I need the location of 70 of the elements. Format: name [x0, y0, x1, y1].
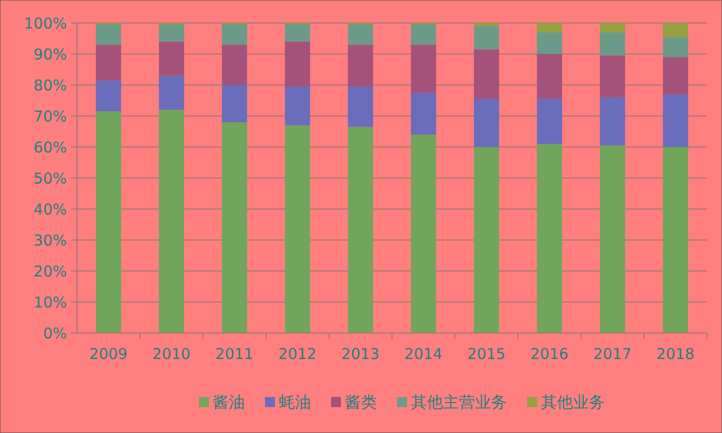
bar [222, 122, 248, 333]
legend-label: 其他主营业务 [411, 392, 507, 412]
bar [474, 98, 500, 147]
bar [536, 54, 562, 99]
bar [410, 134, 436, 333]
bar [348, 86, 374, 127]
x-tick-label: 2018 [656, 345, 695, 363]
legend-label: 酱类 [345, 392, 377, 412]
bar [284, 86, 310, 126]
bar [600, 32, 626, 56]
bar [410, 24, 436, 45]
bar [222, 24, 248, 45]
bar [284, 24, 310, 42]
bar [600, 23, 626, 32]
bar [474, 26, 500, 50]
bar [158, 76, 184, 110]
bar [600, 97, 626, 146]
y-tick-label: 50% [34, 169, 67, 188]
bar [474, 23, 500, 26]
bar [96, 44, 122, 80]
bar [158, 42, 184, 76]
y-tick-label: 90% [34, 45, 67, 64]
y-tick-label: 60% [34, 138, 67, 156]
y-tick-label: 70% [34, 107, 67, 126]
bar [96, 24, 122, 45]
bar [600, 145, 626, 333]
bar [284, 125, 310, 333]
bar [222, 44, 248, 85]
bar [536, 144, 562, 333]
y-tick-label: 0% [43, 324, 67, 342]
y-tick-label: 80% [34, 76, 67, 94]
x-tick-label: 2017 [593, 345, 632, 363]
bar [348, 24, 374, 45]
legend-label: 其他业务 [541, 392, 605, 412]
legend-label: 蚝油 [279, 392, 311, 412]
bar [662, 147, 688, 333]
bar [158, 24, 184, 42]
bar [158, 110, 184, 333]
bar [536, 32, 562, 54]
bar [662, 23, 688, 37]
y-tick-label: 40% [34, 200, 67, 218]
x-tick-label: 2015 [467, 345, 506, 363]
bar [348, 44, 374, 87]
bar [662, 94, 688, 147]
bar [536, 23, 562, 32]
bar [410, 44, 436, 93]
bar [474, 147, 500, 333]
x-tick-label: 2010 [152, 345, 191, 363]
x-tick-label: 2016 [530, 345, 569, 363]
x-tick-label: 2013 [341, 345, 380, 363]
bar [96, 111, 122, 333]
bar [284, 42, 310, 87]
y-tick-label: 20% [34, 262, 67, 280]
bar [662, 36, 688, 58]
bar [600, 56, 626, 98]
bar [96, 80, 122, 112]
legend-label: 酱油 [213, 392, 245, 412]
bar [222, 85, 248, 122]
bar [536, 98, 562, 144]
x-tick-label: 2012 [278, 345, 317, 363]
x-tick-label: 2011 [215, 345, 254, 363]
bar [662, 57, 688, 94]
bar [474, 49, 500, 99]
y-tick-label: 30% [34, 231, 67, 250]
bar [348, 126, 374, 333]
y-tick-label: 100% [24, 14, 67, 32]
x-tick-label: 2014 [404, 345, 443, 363]
y-tick-label: 10% [34, 293, 67, 312]
bar [410, 92, 436, 135]
x-tick-label: 2009 [89, 345, 128, 363]
